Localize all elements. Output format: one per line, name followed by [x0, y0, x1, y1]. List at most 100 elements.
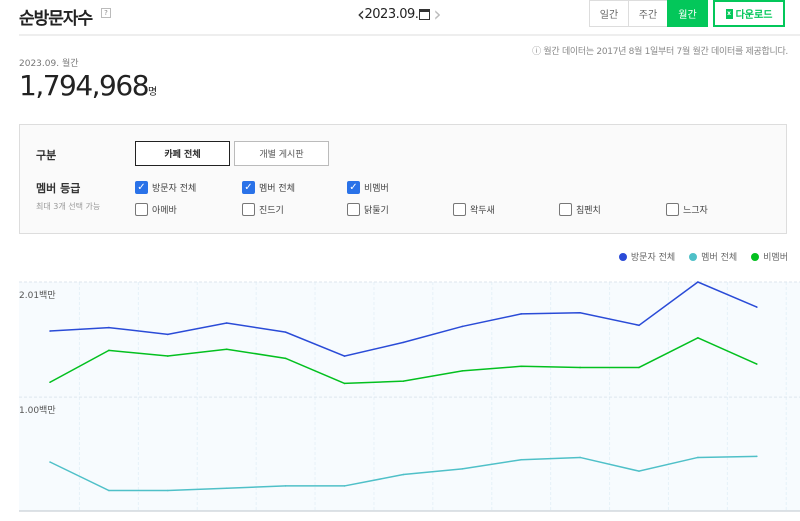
board-button[interactable]: 개별 게시판: [234, 141, 329, 166]
data-point: [49, 381, 51, 384]
data-point: [167, 489, 169, 492]
period-tabs: 일간 주간 월간: [589, 0, 708, 27]
data-point: [697, 281, 699, 283]
line-chart: 2.01백만 1.00백만: [19, 281, 800, 512]
data-point: [638, 324, 640, 327]
tab-weekly[interactable]: 주간: [628, 0, 668, 27]
filter-panel: 구분 카페 전체 개별 게시판 멤버 등급 최대 3개 선택 가능 ✓ 방문자 전…: [19, 124, 787, 234]
data-point: [520, 313, 522, 315]
data-point: [402, 341, 405, 344]
data-point: [108, 489, 110, 492]
data-point: [343, 355, 346, 357]
summary-period: 2023.09. 월간: [19, 59, 79, 69]
data-notice: ⓘ 월간 데이터는 2017년 8월 1일부터 7월 월간 데이터를 제공합니다…: [532, 47, 788, 57]
data-point: [343, 382, 346, 385]
grade-checkbox[interactable]: 느그자: [666, 203, 708, 216]
data-point: [284, 357, 287, 360]
grade-checkbox[interactable]: ✓ 멤버 전체: [242, 181, 295, 194]
category-label: 구분: [36, 149, 57, 162]
grade-checkbox[interactable]: 침펜치: [559, 203, 601, 216]
checkbox-label: 침펜치: [576, 206, 601, 216]
checkbox-icon[interactable]: [559, 203, 572, 216]
data-point: [697, 337, 699, 339]
help-icon[interactable]: ?: [101, 8, 111, 18]
legend-dot-icon: [618, 252, 627, 261]
current-date: 2023.09.: [364, 6, 419, 22]
cafe-all-button[interactable]: 카페 전체: [135, 141, 230, 166]
checkbox-label: 비멤버: [364, 184, 389, 194]
data-point: [520, 458, 522, 461]
download-button[interactable]: x 다운로드: [713, 0, 785, 27]
data-point: [579, 311, 581, 314]
data-point: [225, 348, 228, 351]
data-point: [49, 461, 51, 463]
total-value: 1,794,968: [19, 69, 150, 102]
data-point: [638, 470, 640, 472]
checkbox-icon[interactable]: [242, 203, 255, 216]
data-point: [108, 326, 110, 329]
data-point: [225, 322, 228, 324]
download-label: 다운로드: [735, 10, 773, 21]
data-point: [461, 325, 464, 328]
plot-background: [19, 282, 800, 511]
data-point: [49, 330, 51, 332]
date-navigator: ‹ 2023.09. ›: [357, 2, 441, 26]
data-point: [756, 306, 758, 308]
checkbox-icon[interactable]: ✓: [347, 181, 360, 194]
data-point: [638, 366, 640, 369]
grade-checkbox[interactable]: 왁두새: [453, 203, 495, 216]
grade-checkbox[interactable]: 진드기: [242, 203, 284, 216]
legend-label: 방문자 전체: [630, 253, 676, 263]
data-point: [167, 355, 169, 357]
legend-label: 비멤버: [763, 253, 788, 263]
data-point: [520, 365, 522, 368]
legend-dot-icon: [751, 252, 760, 261]
checkbox-label: 닭둘기: [364, 206, 389, 216]
legend-item[interactable]: 멤버 전체: [689, 250, 737, 263]
data-point: [756, 363, 758, 365]
tab-monthly[interactable]: 월간: [667, 0, 708, 27]
checkbox-icon[interactable]: [666, 203, 679, 216]
data-point: [461, 468, 464, 470]
grade-label: 멤버 등급: [36, 182, 81, 195]
data-point: [402, 473, 405, 476]
checkbox-icon[interactable]: ✓: [242, 181, 255, 194]
chart-legend: 방문자 전체 멤버 전체 비멤버: [618, 250, 788, 263]
grade-checkbox[interactable]: 아메바: [135, 203, 177, 216]
summary-total: 1,794,968명: [19, 69, 157, 102]
legend-label: 멤버 전체: [701, 253, 738, 263]
checkbox-label: 진드기: [259, 206, 284, 216]
checkbox-label: 왁두새: [470, 206, 495, 216]
data-point: [108, 349, 110, 352]
data-point: [697, 456, 699, 459]
grade-hint: 최대 3개 선택 가능: [36, 202, 101, 211]
data-point: [225, 487, 228, 490]
legend-item[interactable]: 방문자 전체: [618, 250, 676, 263]
data-point: [579, 456, 581, 459]
data-point: [343, 485, 346, 487]
checkbox-icon[interactable]: [347, 203, 360, 216]
calendar-icon[interactable]: [419, 8, 431, 20]
checkbox-label: 멤버 전체: [259, 184, 295, 194]
grade-checkbox[interactable]: ✓ 비멤버: [347, 181, 389, 194]
data-point: [284, 485, 287, 487]
next-month-button[interactable]: ›: [433, 2, 441, 26]
total-unit: 명: [148, 87, 158, 98]
checkbox-icon[interactable]: [453, 203, 466, 216]
y-tick-label: 2.01백만: [19, 290, 56, 301]
data-point: [579, 366, 581, 369]
grade-checkbox[interactable]: 닭둘기: [347, 203, 389, 216]
grade-checkbox[interactable]: ✓ 방문자 전체: [135, 181, 196, 194]
legend-dot-icon: [689, 252, 698, 261]
checkbox-icon[interactable]: [135, 203, 148, 216]
checkbox-label: 방문자 전체: [152, 184, 197, 194]
page-title: 순방문자수: [19, 9, 93, 29]
checkbox-icon[interactable]: ✓: [135, 181, 148, 194]
tab-daily[interactable]: 일간: [589, 0, 629, 27]
data-point: [461, 370, 464, 372]
data-point: [402, 380, 405, 382]
excel-icon: x: [725, 8, 733, 19]
checkbox-label: 느그자: [683, 206, 708, 216]
legend-item[interactable]: 비멤버: [751, 250, 788, 263]
prev-month-button[interactable]: ‹: [357, 2, 365, 26]
